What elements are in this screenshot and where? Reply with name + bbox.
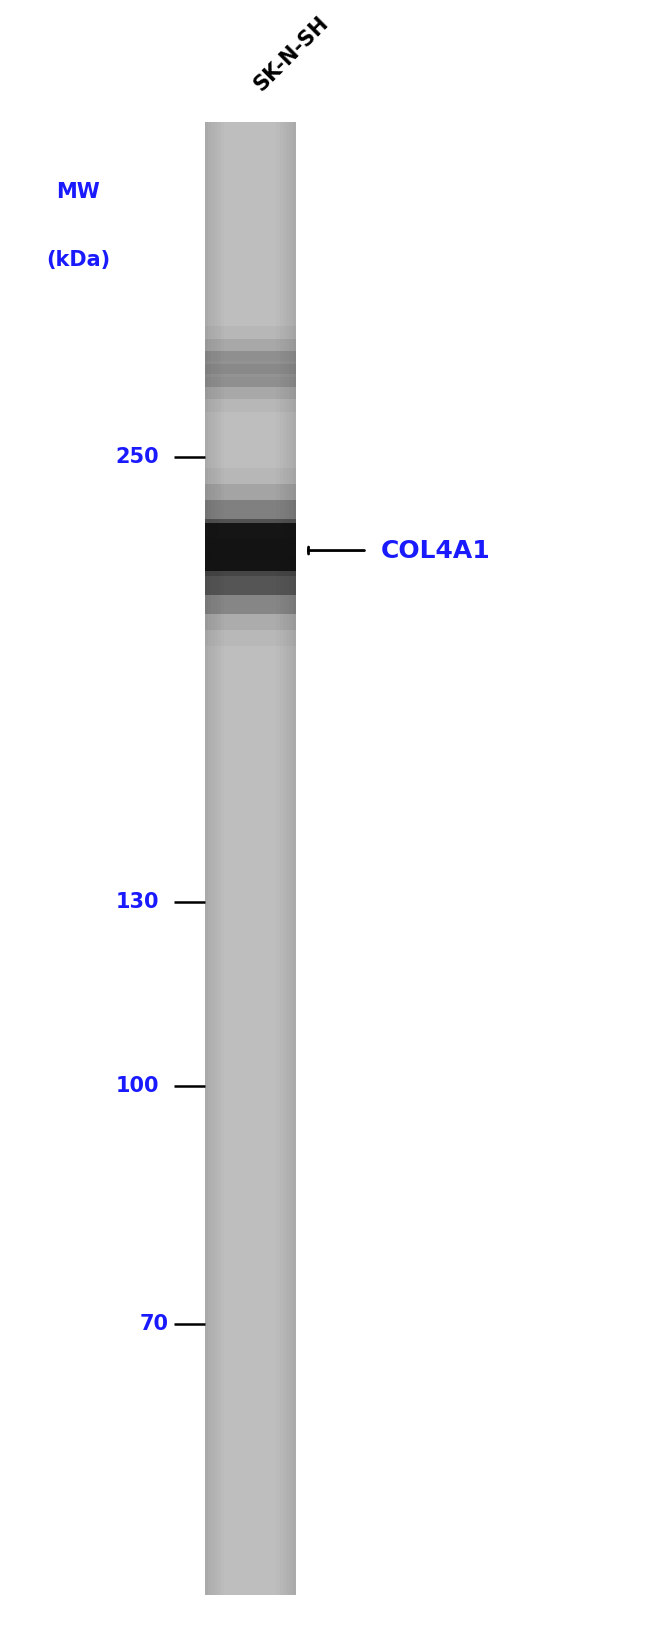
Bar	[205, 539, 296, 615]
Bar	[208, 122, 211, 1594]
Text: SK-N-SH: SK-N-SH	[250, 13, 332, 94]
Bar	[205, 569, 296, 646]
Bar	[205, 325, 296, 361]
Bar	[205, 467, 296, 543]
Bar	[205, 351, 296, 387]
Bar	[205, 553, 296, 630]
Bar	[205, 519, 296, 595]
Text: 70: 70	[139, 1315, 168, 1334]
Bar	[221, 122, 224, 1594]
Bar	[205, 499, 296, 576]
Bar	[276, 122, 280, 1594]
Bar	[205, 364, 296, 399]
Bar	[280, 122, 283, 1594]
Text: 250: 250	[116, 446, 159, 467]
Bar	[205, 122, 208, 1594]
Text: MW: MW	[56, 182, 100, 202]
Text: 100: 100	[116, 1075, 159, 1095]
Text: (kDa): (kDa)	[46, 249, 110, 270]
Bar	[214, 122, 218, 1594]
Bar	[218, 122, 221, 1594]
Bar	[211, 122, 214, 1594]
Bar	[292, 122, 296, 1594]
Text: COL4A1: COL4A1	[380, 539, 490, 563]
Bar	[205, 483, 296, 560]
Bar	[205, 377, 296, 412]
Bar	[205, 338, 296, 374]
Bar	[289, 122, 292, 1594]
Bar	[286, 122, 289, 1594]
Bar	[283, 122, 286, 1594]
Text: 130: 130	[116, 893, 159, 913]
Bar	[205, 122, 296, 1594]
Bar	[205, 524, 296, 571]
